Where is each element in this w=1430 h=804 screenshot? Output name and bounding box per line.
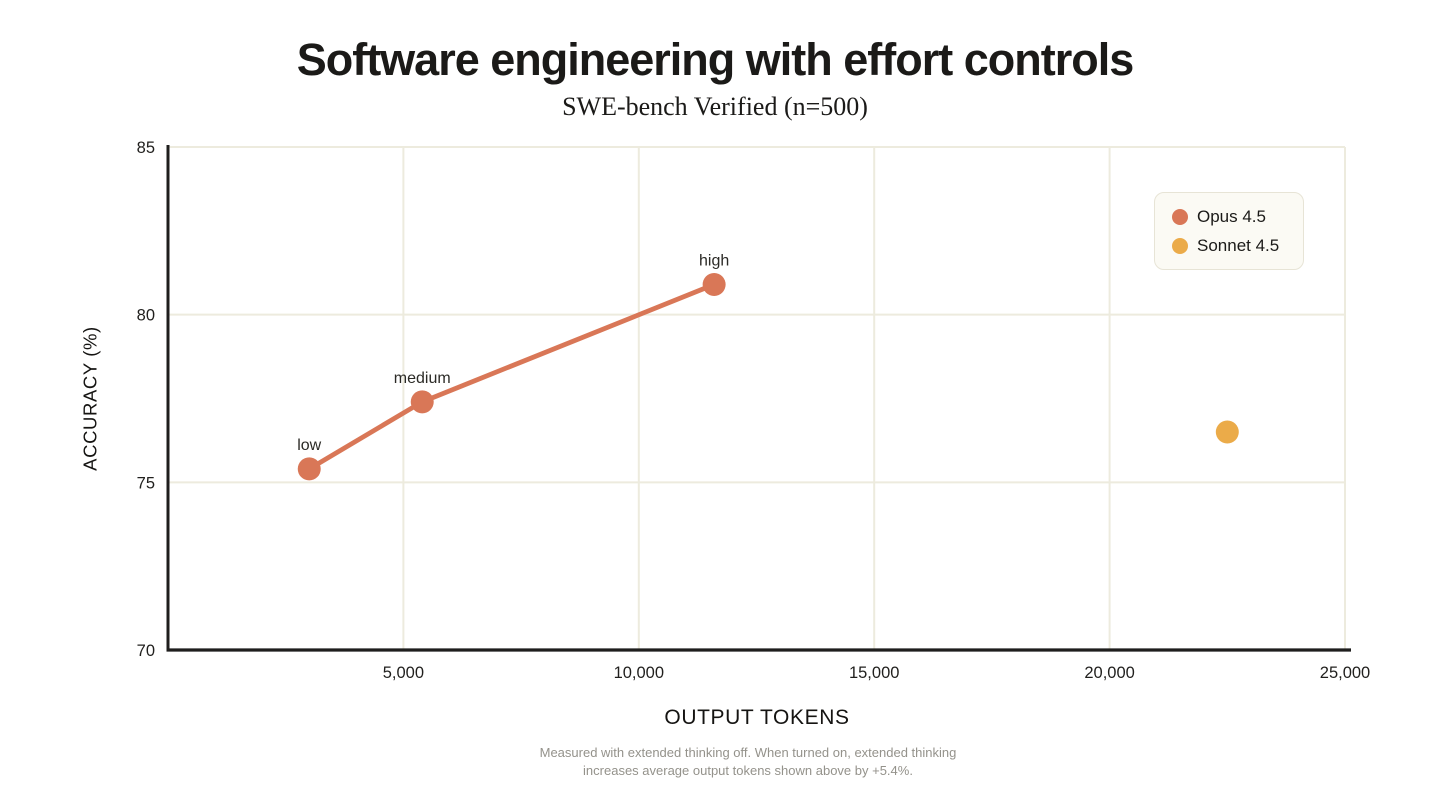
data-point	[410, 390, 434, 414]
legend-item-opus: Opus 4.5	[1172, 204, 1303, 230]
point-label: medium	[394, 370, 451, 387]
legend: Opus 4.5 Sonnet 4.5	[1154, 192, 1304, 270]
footnote-line-2: increases average output tokens shown ab…	[583, 763, 913, 778]
x-tick-label: 10,000	[614, 664, 664, 682]
legend-label-sonnet: Sonnet 4.5	[1197, 236, 1280, 255]
footnote: Measured with extended thinking off. Whe…	[398, 744, 1098, 780]
x-axis-label: OUTPUT TOKENS	[664, 706, 850, 729]
legend-dot-sonnet-icon	[1172, 238, 1188, 254]
y-tick-label: 75	[137, 474, 155, 492]
y-tick-label: 85	[137, 139, 155, 157]
footnote-line-1: Measured with extended thinking off. Whe…	[539, 745, 957, 760]
point-label: high	[699, 252, 729, 269]
data-point	[297, 457, 321, 481]
series-line	[306, 282, 717, 472]
y-tick-label: 70	[137, 642, 155, 660]
point-label: low	[297, 437, 321, 454]
chart-subtitle: SWE-bench Verified (n=500)	[562, 92, 868, 121]
x-tick-label: 5,000	[383, 664, 424, 682]
data-point	[1215, 420, 1239, 444]
data-point	[702, 272, 726, 296]
y-tick-label: 80	[137, 307, 155, 325]
legend-item-sonnet: Sonnet 4.5	[1172, 233, 1303, 259]
legend-dot-opus-icon	[1172, 209, 1188, 225]
y-axis-label: ACCURACY (%)	[79, 326, 101, 471]
x-tick-label: 25,000	[1320, 664, 1370, 682]
legend-label-opus: Opus 4.5	[1197, 207, 1266, 226]
x-tick-label: 20,000	[1084, 664, 1134, 682]
chart-title: Software engineering with effort control…	[296, 34, 1135, 85]
x-tick-label: 15,000	[849, 664, 899, 682]
